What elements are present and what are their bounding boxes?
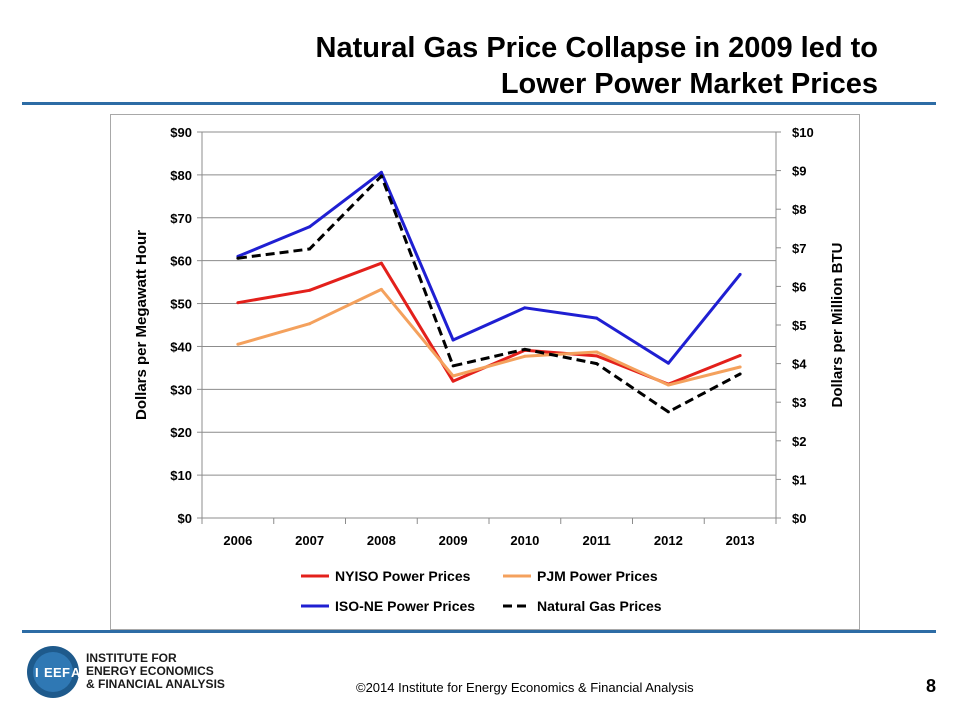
y2-tick-label: $0 [792, 511, 806, 526]
x-tick-label: 2007 [295, 533, 324, 548]
logo-letter: F [62, 665, 70, 680]
data-point [236, 342, 240, 346]
data-point [666, 410, 670, 414]
y-tick-label: $10 [170, 468, 192, 483]
legend-label: NYISO Power Prices [335, 568, 471, 584]
logo-text-line: ENERGY ECONOMICS [86, 664, 214, 678]
x-tick-label: 2010 [510, 533, 539, 548]
data-point [595, 354, 599, 358]
logo-letter: A [71, 665, 81, 680]
slide-title: Natural Gas Price Collapse in 2009 led t… [316, 30, 879, 102]
y-tick-label: $30 [170, 382, 192, 397]
x-tick-label: 2006 [223, 533, 252, 548]
data-point [451, 364, 455, 368]
y2-tick-label: $1 [792, 472, 806, 487]
data-point [379, 170, 383, 174]
data-point [738, 353, 742, 357]
data-point [738, 272, 742, 276]
logo-letter: I [35, 665, 39, 680]
y2-tick-label: $2 [792, 434, 806, 449]
y2-tick-label: $10 [792, 125, 814, 140]
data-point [595, 316, 599, 320]
y2-tick-label: $9 [792, 164, 806, 179]
y2-tick-label: $6 [792, 279, 806, 294]
y-tick-label: $20 [170, 425, 192, 440]
page-number: 8 [925, 676, 936, 696]
data-point [451, 374, 455, 378]
footer-rule [22, 630, 936, 633]
data-point [666, 383, 670, 387]
data-point [308, 225, 312, 229]
logo-inner-circle [33, 652, 73, 692]
data-point [308, 247, 312, 251]
title-rule [22, 102, 936, 105]
data-point [379, 261, 383, 265]
logo-text-line: INSTITUTE FOR [86, 651, 177, 665]
y2-tick-label: $8 [792, 202, 806, 217]
data-point [738, 365, 742, 369]
data-point [451, 338, 455, 342]
data-point [666, 361, 670, 365]
legend-label: Natural Gas Prices [537, 598, 662, 614]
x-tick-label: 2013 [726, 533, 755, 548]
data-point [523, 347, 527, 351]
series-line-1 [237, 287, 741, 387]
data-point [379, 174, 383, 178]
x-tick-label: 2012 [654, 533, 683, 548]
logo-letter: E [44, 665, 53, 680]
x-tick-label: 2009 [439, 533, 468, 548]
data-point [308, 288, 312, 292]
data-point [523, 306, 527, 310]
series-line-2 [237, 170, 742, 365]
y2-tick-label: $3 [792, 395, 806, 410]
data-point [738, 372, 742, 376]
legend-label: ISO-NE Power Prices [335, 598, 475, 614]
data-point [595, 350, 599, 354]
logo-text-line: & FINANCIAL ANALYSIS [86, 677, 225, 691]
series-line-3 [237, 174, 741, 414]
y-tick-label: $50 [170, 297, 192, 312]
data-point [451, 379, 455, 383]
chart: $0 $10 $20 $30 $40 $50 $60 $70 $80 $90 $0 $1 $2 $3 $4 $… [133, 125, 846, 614]
data-point [236, 301, 240, 305]
y-tick-label: $70 [170, 211, 192, 226]
legend-label: PJM Power Prices [537, 568, 658, 584]
footer-copyright: ©2014 Institute for Energy Economics & F… [356, 680, 694, 695]
y-axis-title: Dollars per Megawatt Hour [133, 230, 150, 420]
x-tick-label: 2011 [583, 533, 611, 548]
data-point [236, 256, 240, 260]
data-point [595, 362, 599, 366]
y-tick-label: $0 [178, 511, 192, 526]
logo-letter: E [53, 665, 62, 680]
x-tick-label: 2008 [367, 533, 396, 548]
y-tick-label: $80 [170, 168, 192, 183]
y2-tick-label: $7 [792, 241, 806, 256]
slide-title-line1: Natural Gas Price Collapse in 2009 led t… [315, 32, 879, 64]
y-tick-label: $60 [170, 254, 192, 269]
y2-axis-title: Dollars per Million BTU [829, 242, 846, 407]
y2-tick-label: $5 [792, 318, 806, 333]
data-point [523, 354, 527, 358]
y2-tick-label: $4 [792, 357, 807, 372]
data-point [308, 322, 312, 326]
chart-frame: $0 $10 $20 $30 $40 $50 $60 $70 $80 $90 $0 $1 $2 $3 $4 $… [110, 114, 860, 630]
y-tick-label: $90 [170, 125, 192, 140]
y-tick-label: $40 [170, 339, 192, 354]
data-point [379, 287, 383, 291]
slide-title-line2: Lower Power Market Prices [500, 68, 878, 100]
